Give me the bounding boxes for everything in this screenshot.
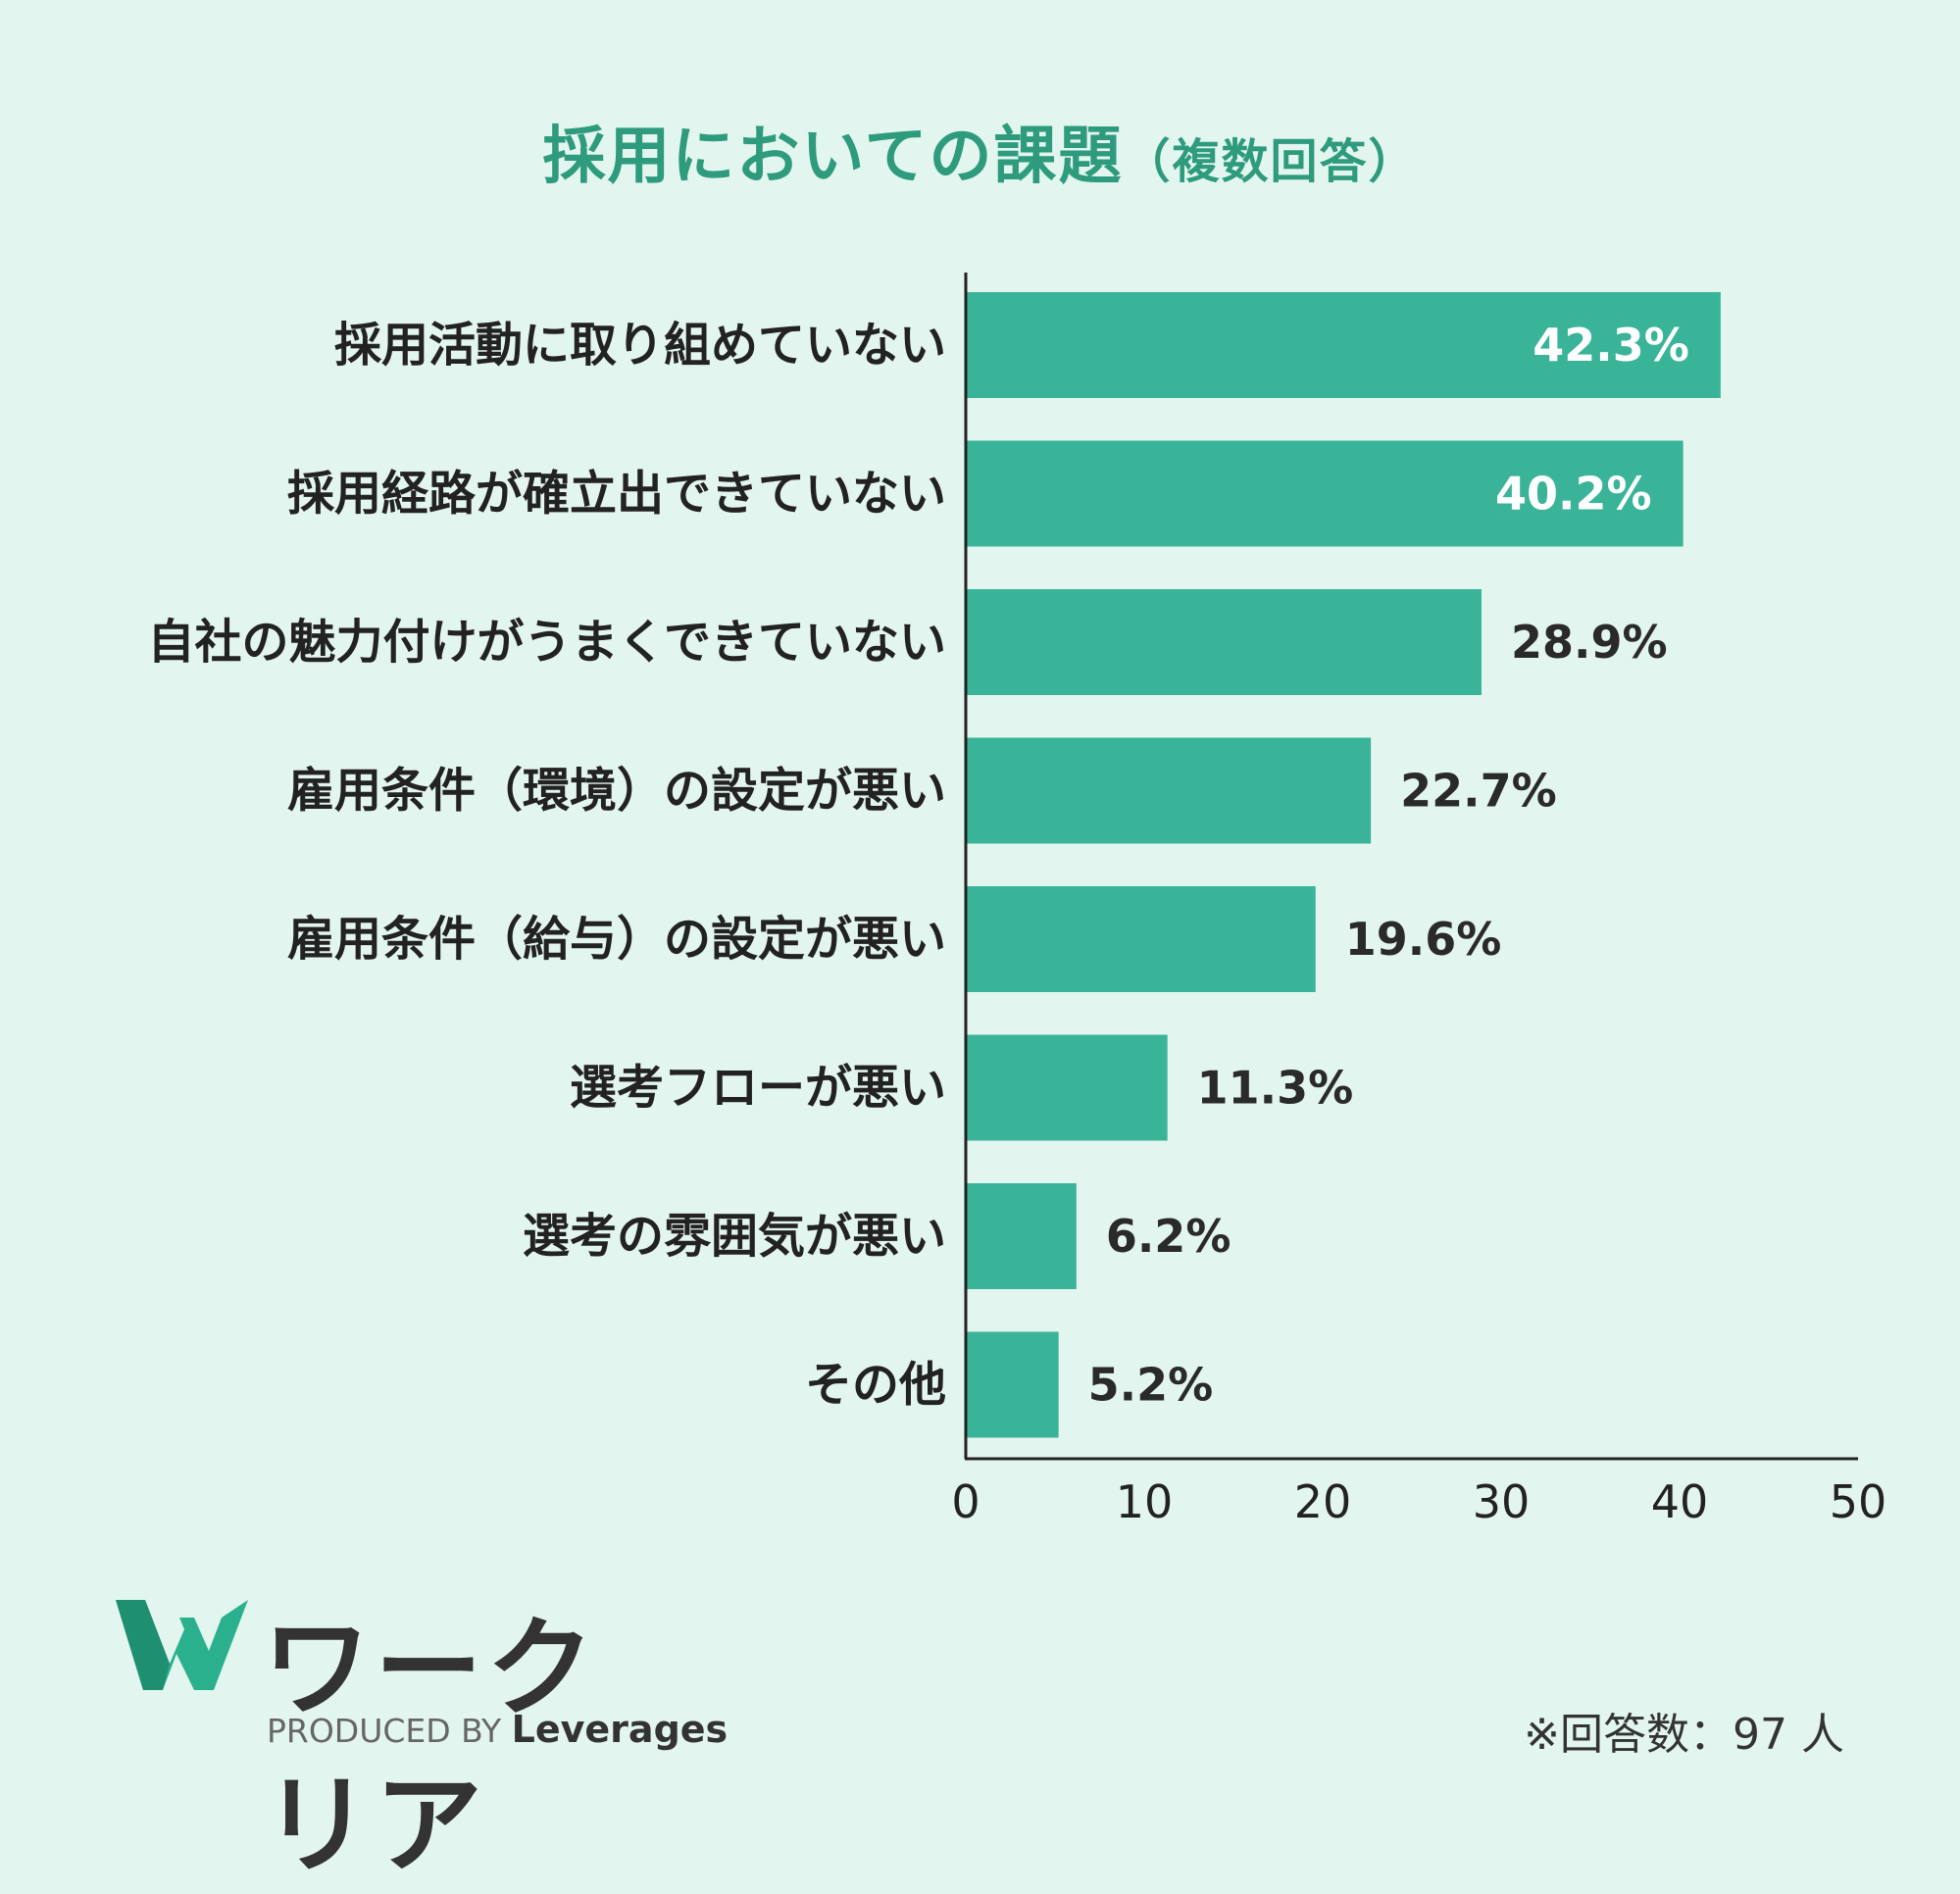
value-label: 19.6% bbox=[1345, 913, 1502, 966]
brand-name: Leverages bbox=[511, 1708, 729, 1751]
bar-chart: 採用活動に取り組めていない 42.3% 採用経路が確立出できていない 40.2% 自社の… bbox=[147, 273, 1887, 1528]
category-label: 採用経路が確立出できていない bbox=[287, 467, 946, 522]
value-label: 22.7% bbox=[1400, 765, 1557, 818]
x-tick-label: 50 bbox=[1830, 1475, 1887, 1528]
value-label: 42.3% bbox=[1533, 319, 1689, 372]
value-label: 28.9% bbox=[1511, 616, 1668, 669]
category-label: 採用活動に取り組めていない bbox=[334, 318, 946, 373]
bar bbox=[966, 440, 1684, 547]
category-label: 選考フローが悪い bbox=[570, 1061, 946, 1116]
category-label: その他 bbox=[805, 1358, 946, 1413]
bar bbox=[966, 1034, 1168, 1141]
bar bbox=[966, 292, 1721, 398]
bar bbox=[966, 1331, 1059, 1438]
w-logo-icon bbox=[116, 1600, 248, 1690]
x-tick-label: 20 bbox=[1294, 1475, 1352, 1528]
bar bbox=[966, 589, 1482, 695]
chart-title-sub: （複数回答） bbox=[1123, 134, 1418, 189]
respondent-count-note: ※回答数：97 人 bbox=[1524, 1710, 1844, 1760]
bar bbox=[966, 886, 1316, 992]
workclear-logo: ワークリア PRODUCED BY Leverages bbox=[116, 1588, 728, 1888]
x-tick-label: 0 bbox=[951, 1475, 980, 1528]
x-tick-label: 10 bbox=[1116, 1475, 1174, 1528]
value-label: 5.2% bbox=[1088, 1359, 1214, 1412]
x-tick-label: 40 bbox=[1651, 1475, 1709, 1528]
bar bbox=[966, 1183, 1077, 1289]
value-label: 40.2% bbox=[1495, 468, 1652, 521]
category-label: 雇用条件（給与）の設定が悪い bbox=[287, 912, 946, 967]
x-tick-label: 30 bbox=[1473, 1475, 1531, 1528]
chart-title: 採用においての課題（複数回答） bbox=[0, 106, 1960, 196]
category-label: 選考の雰囲気が悪い bbox=[523, 1209, 946, 1264]
bar bbox=[966, 737, 1372, 844]
category-label: 自社の魅力付けがうまくできていない bbox=[147, 615, 946, 670]
chart-title-main: 採用においての課題 bbox=[542, 121, 1124, 193]
value-label: 11.3% bbox=[1197, 1062, 1354, 1115]
produced-by-label: PRODUCED BY bbox=[267, 1712, 502, 1750]
value-label: 6.2% bbox=[1106, 1210, 1231, 1263]
category-label: 雇用条件（環境）の設定が悪い bbox=[287, 764, 946, 819]
produced-by: PRODUCED BY Leverages bbox=[267, 1708, 728, 1751]
